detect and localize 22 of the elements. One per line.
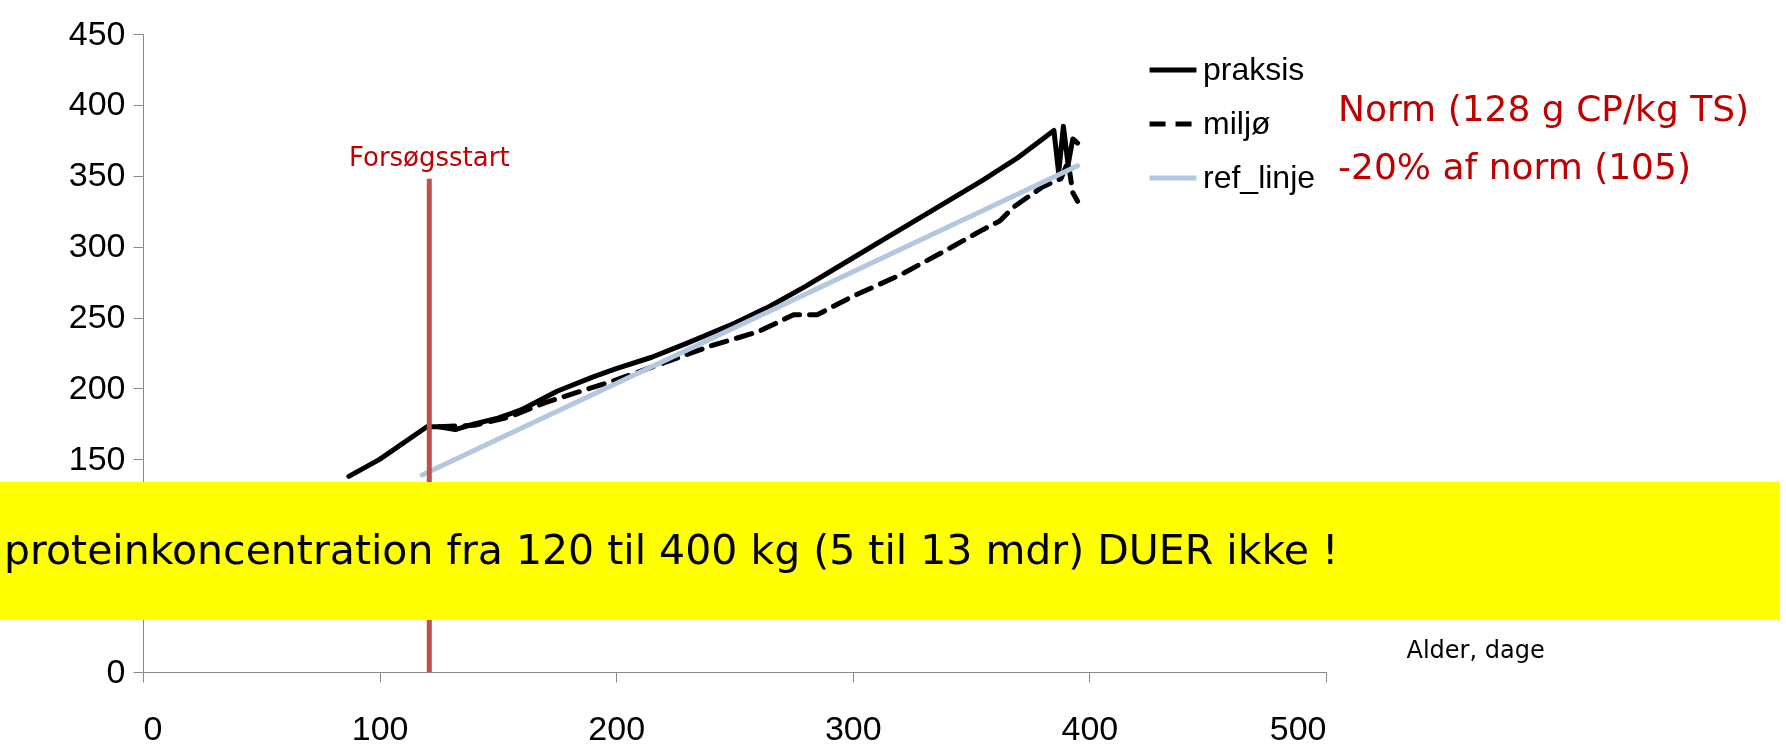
x-tick-label: 300 [824, 708, 882, 747]
y-tick-label: 200 [68, 367, 126, 406]
text: Norm (128 g CP/kg TS) [1338, 88, 1750, 129]
y-tick-label: 250 [68, 297, 126, 336]
text: -20% af norm (105) [1338, 146, 1691, 187]
legend-label: praksis [1203, 51, 1305, 87]
x-tick-label: 100 [351, 708, 409, 747]
x-tick-label: 500 [1269, 708, 1327, 747]
x-tick-label: 400 [1061, 708, 1119, 747]
ref-line-label: Forsøgsstart [348, 141, 510, 172]
y-tick-label: 0 [106, 651, 126, 690]
annotation: proteinkoncentration fra 120 til 400 kg (5 til 13 mdr) DUER ikke ! [4, 525, 1339, 575]
y-tick-label: 350 [68, 155, 126, 194]
y-tick-label: 400 [68, 84, 126, 123]
y-tick-label: 150 [68, 438, 126, 477]
legend-label: ref_linje [1203, 159, 1316, 195]
legend-label: miljø [1203, 105, 1271, 141]
x-tick-label: 0 [143, 708, 163, 747]
y-tick-label: 450 [68, 13, 126, 52]
x-tick-label: 200 [588, 708, 646, 747]
y-tick-label: 300 [68, 226, 126, 265]
x-axis-title: Alder, dage [1406, 635, 1545, 664]
